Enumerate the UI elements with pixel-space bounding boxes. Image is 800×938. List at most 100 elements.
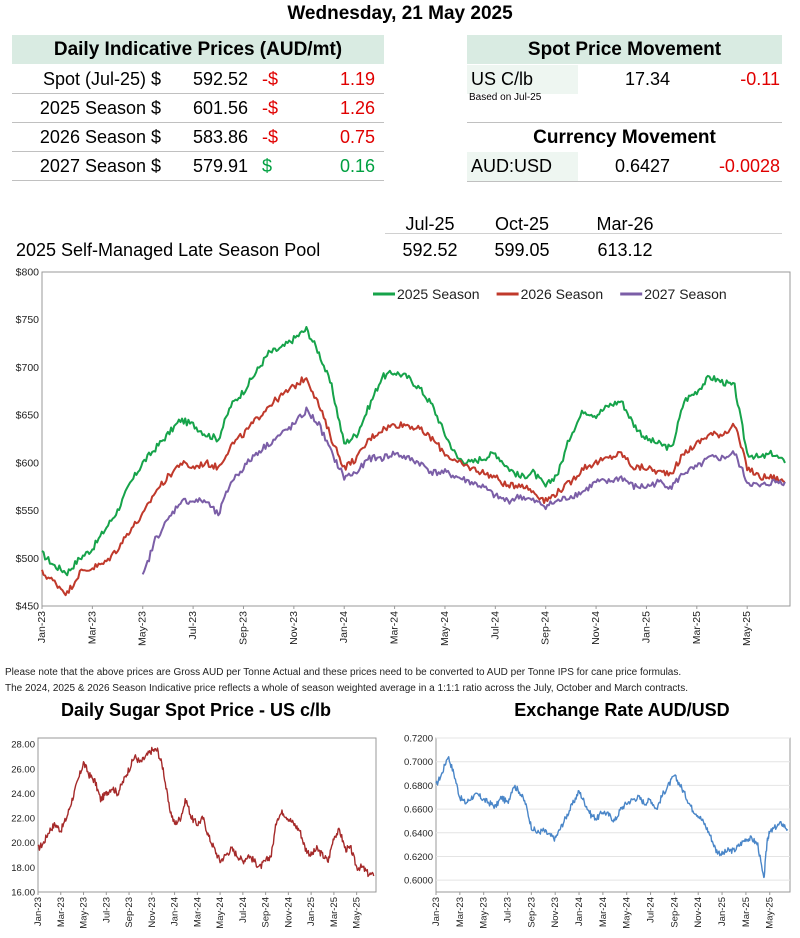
x-tick-label: Nov-24 [283, 897, 294, 928]
x-tick-label: Sep-23 [526, 897, 537, 928]
x-tick-label: Mar-23 [56, 897, 67, 927]
x-tick-label: Jul-23 [187, 611, 199, 640]
price-row-change: 0.75 [339, 127, 375, 147]
x-tick-label: Jan-23 [36, 611, 48, 643]
x-tick-label: Sep-23 [124, 897, 135, 928]
pool-value-1: 592.52 [402, 240, 458, 260]
x-tick-label: May-25 [352, 897, 363, 929]
pool-header-row: Jul-25 Oct-25 Mar-26 [385, 210, 685, 234]
plot-area [435, 737, 791, 893]
pool-value-2: 599.05 [494, 240, 550, 260]
price-row-change: 1.19 [339, 69, 375, 89]
x-tick-label: Jul-24 [489, 611, 501, 640]
x-tick-label: May-23 [137, 611, 149, 646]
price-row-label: Spot (Jul-25) [42, 69, 146, 89]
price-row-change-sign: $ [262, 156, 273, 176]
pool-contract-3: Mar-26 [596, 214, 654, 234]
legend-entry: 2025 Season [397, 286, 480, 302]
series-line-2027-season [141, 406, 786, 575]
x-tick-label: Nov-23 [550, 897, 561, 928]
x-tick-label: Jul-23 [503, 897, 514, 923]
currency-movement-label: AUD:USD [467, 152, 578, 181]
y-tick-label: 0.6600 [404, 805, 433, 816]
y-tick-label: 18.00 [11, 863, 35, 874]
x-tick-label: Sep-24 [261, 897, 272, 928]
note-1: Please note that the above prices are Gr… [5, 667, 682, 678]
pool-contract-2: Oct-25 [494, 214, 550, 234]
price-row-change: 0.16 [339, 156, 375, 176]
y-tick-label: $750 [16, 314, 40, 326]
price-row-value: 592.52 [192, 69, 248, 89]
series-line-2025-season [41, 326, 786, 577]
price-row-label: 2025 Season [39, 98, 146, 118]
chart-title: Exchange Rate AUD/USD [514, 700, 729, 720]
pool-value-3: 613.12 [597, 240, 653, 260]
price-row-change-sign: -$ [262, 69, 279, 89]
x-tick-label: May-24 [439, 611, 451, 646]
price-row-value: 601.56 [192, 98, 248, 118]
legend-entry: 2027 Season [644, 286, 727, 302]
x-tick-label: Jan-25 [306, 897, 317, 926]
price-row-value: 583.86 [192, 127, 248, 147]
y-tick-label: $800 [16, 267, 40, 279]
plot-area [37, 737, 377, 893]
price-row-currency: $ [151, 69, 162, 89]
x-tick-label: Jan-23 [33, 897, 44, 926]
exchange-rate-chart: 0.6000 0.6200 0.6400 0.6600 0.6800 0.7000 0.72… [404, 700, 791, 929]
x-tick-label: Mar-24 [389, 611, 401, 644]
x-tick-label: Mar-24 [192, 897, 203, 927]
y-tick-label: 20.00 [11, 838, 35, 849]
price-row-change-sign: -$ [262, 98, 279, 118]
price-row-change-sign: -$ [262, 127, 279, 147]
y-tick-label: $600 [16, 457, 40, 469]
x-tick-label: Jan-24 [170, 897, 181, 926]
y-tick-label: 16.00 [11, 888, 35, 899]
x-tick-label: Mar-25 [329, 897, 340, 927]
price-row-change: 1.26 [339, 98, 375, 118]
x-tick-label: May-24 [622, 897, 633, 929]
y-tick-label: $550 [16, 505, 40, 517]
price-row-currency: $ [151, 127, 162, 147]
y-tick-label: $450 [16, 601, 40, 613]
y-tick-label: 0.6400 [404, 828, 433, 839]
plot-area [41, 271, 791, 607]
x-tick-label: Jul-23 [101, 897, 112, 923]
x-tick-label: Sep-23 [237, 611, 249, 645]
price-row-label: 2026 Season [39, 127, 146, 147]
x-tick-label: Mar-25 [691, 611, 703, 644]
spot-movement-title: Spot Price Movement [467, 35, 782, 64]
x-tick-label: Nov-23 [288, 611, 300, 645]
x-tick-label: Mar-24 [598, 897, 609, 927]
x-tick-label: May-23 [79, 897, 90, 929]
y-tick-label: 22.00 [11, 814, 35, 825]
x-tick-label: Jan-23 [431, 897, 442, 926]
daily-prices-title: Daily Indicative Prices (AUD/mt) [12, 35, 384, 64]
price-row-value: 579.91 [192, 156, 248, 176]
x-tick-label: May-25 [741, 611, 753, 646]
currency-movement-change: -0.0028 [718, 156, 780, 176]
series-line-main [37, 746, 375, 878]
y-tick-label: 26.00 [11, 764, 35, 775]
y-tick-label: 0.6800 [404, 781, 433, 792]
y-tick-label: 0.6200 [404, 852, 433, 863]
currency-movement-title: Currency Movement [467, 123, 782, 152]
series-line-2026-season [41, 376, 786, 597]
y-tick-label: 24.00 [11, 789, 35, 800]
x-tick-label: Jan-24 [574, 897, 585, 926]
chart-title: Daily Sugar Spot Price - US c/lb [61, 700, 331, 720]
y-tick-label: 0.7000 [404, 757, 433, 768]
pool-contract-1: Jul-25 [405, 214, 455, 234]
currency-movement-value: 0.6427 [614, 156, 670, 176]
x-tick-label: Jan-24 [338, 611, 350, 643]
series-line-main [435, 756, 789, 879]
y-tick-label: 0.7200 [404, 734, 433, 745]
note-2: The 2024, 2025 & 2026 Season Indicative … [5, 683, 688, 694]
y-tick-label: $500 [16, 553, 40, 565]
x-tick-label: Jul-24 [238, 897, 249, 923]
y-tick-label: 28.00 [11, 740, 35, 751]
legend-entry: 2026 Season [521, 286, 604, 302]
x-tick-label: Sep-24 [540, 611, 552, 645]
x-tick-label: May-25 [765, 897, 776, 929]
x-tick-label: Jan-25 [717, 897, 728, 926]
x-tick-label: Mar-25 [741, 897, 752, 927]
